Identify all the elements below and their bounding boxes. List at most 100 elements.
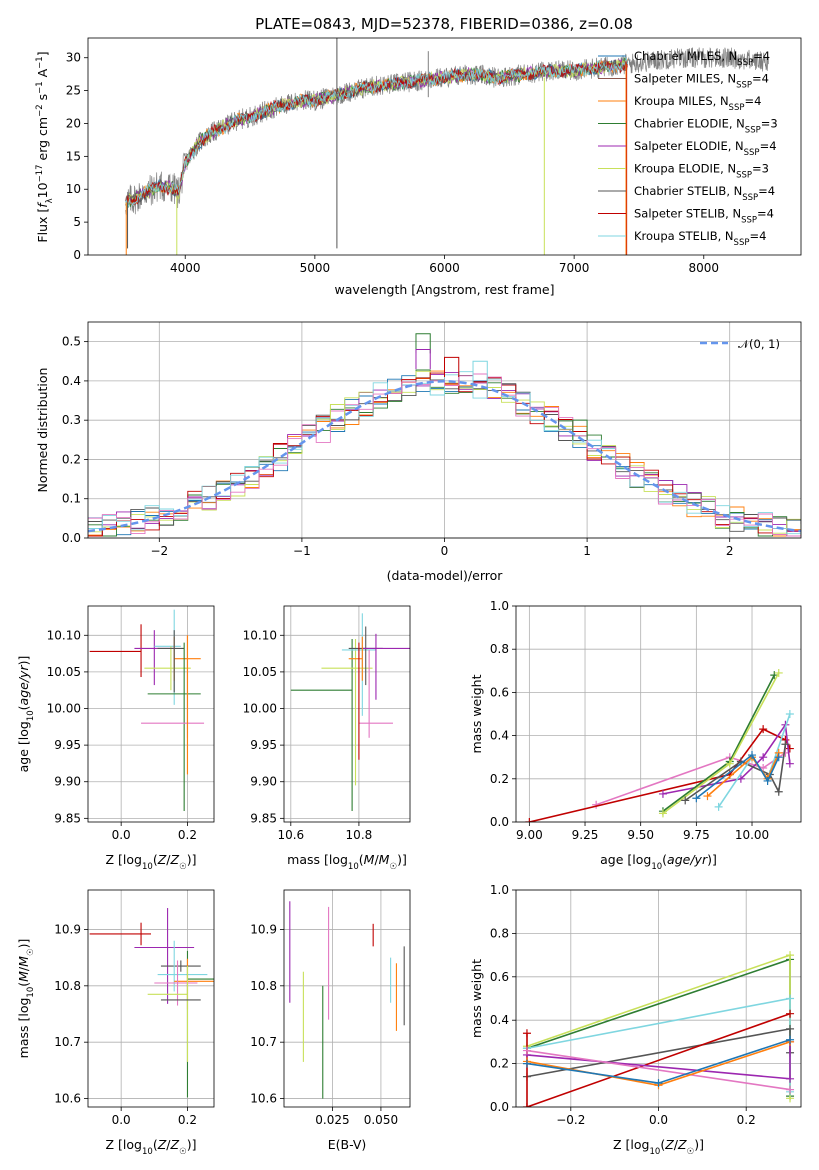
y-tick-label: 0.2 [62, 452, 81, 466]
legend-entry: Salpeter MILES, NSSP=4 [634, 72, 769, 91]
y-tick-label: 10.9 [250, 922, 277, 936]
errorbar-point [147, 642, 201, 812]
x-axis-label: E(B-V) [328, 1137, 367, 1152]
y-tick-label: 10.8 [54, 979, 81, 993]
errorbar-point [89, 922, 151, 946]
y-axis-label: mass [log10(M/M☉)] [16, 939, 36, 1059]
y-tick-label: 10.6 [250, 1092, 277, 1106]
y-tick-label: 0.1 [62, 492, 81, 506]
y-tick-label: 10.8 [250, 979, 277, 993]
axes-frame-age-vs-Z [87, 605, 215, 823]
errorbar-point [144, 646, 191, 691]
legend-entry: Salpeter ELODIE, NSSP=4 [634, 139, 777, 158]
plot-area-mass-weight-vs-Z [522, 951, 795, 1107]
errorbar-point [141, 635, 205, 738]
spectrum-legend: Chabrier MILES, NSSP=4 Salpeter MILES, NS… [598, 49, 778, 248]
x-tick-label: 9.00 [516, 828, 543, 842]
y-tick-label: 10.05 [243, 665, 277, 679]
x-tick-label: 0.2 [737, 1113, 756, 1127]
x-tick-label: 10.00 [735, 828, 769, 842]
weight-marker [759, 753, 768, 762]
axes-frame-residuals [87, 321, 802, 539]
errorbar-point [134, 630, 175, 686]
legend-entry: 𝒩(0, 1) [738, 337, 780, 351]
histogram-peak-bin [472, 360, 488, 381]
x-tick-label: 6000 [429, 261, 460, 275]
axes-frame-mass-vs-Z [87, 889, 215, 1108]
x-axis-label: age [log10(age/yr)] [600, 852, 717, 872]
figure-title: PLATE=0843, MJD=52378, FIBERID=0386, z=0… [255, 15, 633, 33]
spectrum-model-kroupa-stelib [125, 57, 628, 208]
y-tick-label: 0.0 [490, 1100, 509, 1114]
y-tick-label: 10.00 [243, 702, 277, 716]
legend-entry: Kroupa MILES, NSSP=4 [634, 94, 761, 113]
x-axis-label: Z [log10(Z/Z☉)] [106, 852, 197, 872]
y-tick-label: 5 [73, 215, 81, 229]
weight-marker [714, 802, 723, 811]
x-tick-label: 0.0 [649, 1113, 668, 1127]
x-tick-label: 1 [583, 544, 591, 558]
y-tick-label: 0.6 [490, 970, 509, 984]
y-tick-label: 1.0 [490, 599, 509, 613]
x-tick-label: 0.025 [315, 1113, 349, 1127]
y-tick-label: 0.4 [62, 374, 81, 388]
axes-mass-weight-vs-age: 9.00 9.25 9.50 9.75 10.00 0.0 0.2 0.4 0.6 0.8 1.0 a… [469, 599, 802, 872]
y-tick-label: 10.9 [54, 922, 81, 936]
y-tick-label: 10 [66, 182, 81, 196]
plot-area-age-vs-Z [89, 609, 205, 812]
x-tick-label: 0 [441, 544, 449, 558]
weight-marker [774, 787, 783, 796]
weight-line [526, 1049, 791, 1091]
legend-entry: Chabrier STELIB, NSSP=4 [634, 184, 775, 203]
x-tick-label: 0.050 [364, 1113, 398, 1127]
y-axis-label: mass weight [469, 674, 484, 753]
x-tick-label: 10.6 [277, 828, 304, 842]
axes-frame-mass-weight-vs-Z [515, 889, 802, 1108]
x-axis-label: wavelength [Angstrom, rest frame] [334, 282, 554, 297]
weight-marker [774, 668, 783, 677]
errorbar-point [154, 609, 181, 705]
weight-marker [774, 753, 783, 762]
weight-marker [725, 759, 734, 768]
y-tick-label: 9.85 [54, 811, 81, 825]
x-tick-label: 9.50 [627, 828, 654, 842]
y-tick-label: 0.4 [490, 1013, 509, 1027]
plot-area-mass-vs-Z [89, 908, 214, 1098]
y-tick-label: 25 [66, 84, 81, 98]
errorbar-point [290, 638, 353, 812]
x-tick-label: 4000 [170, 261, 201, 275]
weight-marker [592, 800, 601, 809]
y-axis-label: Flux [fλ10−17 erg cm−2 s−1 A−1] [35, 51, 55, 242]
spectrum-model-salpeter-elodie [125, 58, 628, 205]
x-tick-label: −0.2 [556, 1113, 585, 1127]
axes-mass-vs-ebv: 0.025 0.050 10.6 10.7 10.8 10.9 E(B-V) [250, 889, 411, 1152]
plot-area-spectrum [125, 38, 769, 255]
y-tick-label: 0.2 [490, 772, 509, 786]
weight-marker [748, 751, 757, 760]
y-tick-label: 15 [66, 149, 81, 163]
weight-line [695, 753, 780, 799]
y-axis-label: mass weight [469, 959, 484, 1038]
plot-area-residuals [88, 333, 801, 537]
y-tick-label: 9.85 [250, 811, 277, 825]
y-tick-label: 10.05 [47, 665, 81, 679]
legend-entry: Kroupa STELIB, NSSP=4 [634, 229, 766, 248]
weight-marker [781, 740, 790, 749]
x-axis-label: Z [log10(Z/Z☉)] [106, 1137, 197, 1157]
weight-marker [658, 789, 667, 798]
weight-line [529, 728, 791, 822]
weight-marker [786, 951, 795, 960]
x-tick-label: 9.25 [572, 828, 599, 842]
errorbar-point [154, 960, 198, 1006]
y-tick-label: 0.3 [62, 413, 81, 427]
weight-marker [522, 1046, 531, 1055]
x-tick-label: −2 [150, 544, 168, 558]
y-tick-label: 0.8 [490, 926, 509, 940]
axes-mass-weight-vs-Z: −0.2 0.0 0.2 0.0 0.2 0.4 0.6 0.8 1.0 Z [log10(Z/Z… [469, 883, 802, 1157]
y-tick-label: 0.8 [490, 642, 509, 656]
errorbar-point [321, 638, 373, 786]
plot-area-age-vs-mass [290, 613, 410, 812]
y-tick-label: 10.10 [243, 628, 277, 642]
axes-frame-age-vs-mass [283, 605, 411, 823]
